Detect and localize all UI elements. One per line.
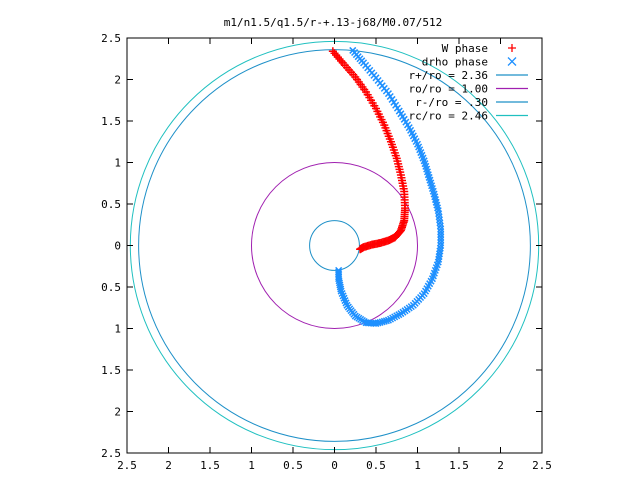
legend-label: r+/ro = 2.36 — [409, 69, 488, 82]
y-tick-label: 1.5 — [101, 364, 121, 377]
y-tick-label: 0.5 — [101, 198, 121, 211]
legend-label: W phase — [442, 42, 488, 55]
data-point — [437, 230, 445, 238]
x-tick-label: 0 — [331, 459, 338, 472]
legend-label: r-/ro = .30 — [415, 96, 488, 109]
data-point — [437, 225, 445, 233]
axis-ticks: 2.5 2 1.5 1 0.5 0 0.5 1 1.5 2 2.52.521.510.500.511… — [101, 32, 552, 472]
y-tick-label: 1.5 — [101, 115, 121, 128]
data-point — [437, 233, 445, 241]
data-point — [335, 266, 343, 274]
x-tick-label: 1 — [248, 459, 255, 472]
series-1 — [335, 46, 445, 328]
y-tick-label: 1 — [114, 323, 121, 336]
x-tick-label: 1.5 — [449, 459, 469, 472]
x-tick-label: 0.5 — [366, 459, 386, 472]
data-point — [437, 236, 445, 244]
y-tick-label: 2 — [114, 74, 121, 87]
legend-label: rc/ro = 2.46 — [409, 110, 488, 123]
x-tick-label: 1.5 — [200, 459, 220, 472]
x-tick-label: 2.5 — [117, 459, 137, 472]
x-tick-label: 1 — [414, 459, 421, 472]
data-point — [335, 268, 343, 276]
legend-label: drho phase — [422, 56, 488, 69]
y-tick-label: 2.5 — [101, 447, 121, 460]
data-point — [356, 245, 365, 254]
x-tick-label: 2.5 — [532, 459, 552, 472]
legend-marker — [507, 57, 517, 66]
legend-label: ro/ro = 1.00 — [409, 83, 488, 96]
data-point — [437, 239, 445, 247]
data-point — [437, 228, 445, 236]
data-series — [328, 46, 445, 328]
reference-circle-1 — [251, 162, 418, 329]
y-tick-label: 0 — [114, 240, 121, 253]
series-0 — [328, 47, 410, 254]
x-tick-label: 2 — [497, 459, 504, 472]
chart-title: m1/n1.5/q1.5/r-+.13-j68/M0.07/512 — [224, 16, 443, 29]
y-tick-label: 2 — [114, 406, 121, 419]
y-tick-label: 2.5 — [101, 32, 121, 45]
legend-marker — [508, 44, 516, 52]
reference-circle-2 — [309, 220, 360, 271]
y-tick-label: 0.5 — [101, 281, 121, 294]
y-tick-label: 1 — [114, 157, 121, 170]
x-tick-label: 2 — [165, 459, 172, 472]
x-tick-label: 0.5 — [283, 459, 303, 472]
